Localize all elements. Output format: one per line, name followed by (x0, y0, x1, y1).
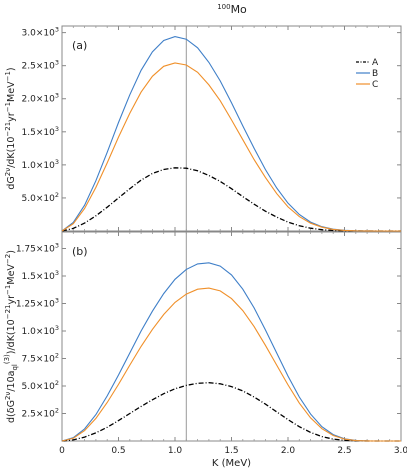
series-line-a (61, 382, 401, 442)
series-line-b (61, 262, 401, 442)
legend-label-c: C (372, 80, 378, 90)
y-tick-label: 2.5×103 (22, 59, 59, 72)
y-tick-label: 1.0×103 (22, 158, 59, 171)
y-tick-label: 2.5×102 (22, 407, 59, 420)
y-axis-label-b: d(δG2ν/10aql(3))/dK(10−21yr−1MeV−2) (3, 250, 19, 423)
figure-title: 100Mo (217, 3, 247, 16)
plot-frame (61, 231, 402, 442)
y-tick-label: 1.0×103 (22, 324, 59, 337)
legend-label-b: B (372, 69, 378, 79)
legend: ABC (356, 58, 379, 90)
x-tick-label: 3.0 (394, 446, 407, 456)
x-tick-label: 0.5 (111, 446, 125, 456)
legend-label-a: A (372, 58, 379, 68)
x-tick-label: 1.5 (224, 446, 238, 456)
x-tick-label: 2.0 (281, 446, 296, 456)
y-tick-label: 1.5×103 (22, 269, 59, 282)
panel-label: (a) (72, 39, 87, 52)
x-tick-label: 1.0 (168, 446, 183, 456)
panel-b: 2.5×102 5.0×102 7.5×102 1.0×103 1.25×103 1.5×… (16, 231, 402, 442)
series-line-c (61, 287, 401, 442)
y-tick-label: 5.0×102 (22, 191, 59, 204)
y-tick-label: 1.75×103 (16, 242, 59, 255)
plot-frame (61, 25, 402, 232)
x-axis-label: K (MeV) (212, 458, 251, 469)
x-tick-label: 0 (59, 446, 65, 456)
y-axis-label-a: dG2ν/dK(10−21yr−1MeV−1) (4, 67, 17, 189)
y-tick-label: 1.5×103 (22, 125, 59, 138)
series-line-b (61, 36, 401, 232)
y-tick-label: 2.0×103 (22, 92, 59, 105)
y-tick-label: 3.0×103 (22, 26, 59, 39)
panel-a: 5.0×102 1.0×103 1.5×103 2.0×103 2.5×103 3.0×1… (22, 25, 402, 232)
series-line-a (61, 167, 401, 232)
y-tick-label: 5.0×102 (22, 379, 59, 392)
panel-label: (b) (72, 245, 88, 258)
x-tick-label: 2.5 (337, 446, 351, 456)
y-tick-label: 1.25×103 (16, 297, 59, 310)
series-line-c (61, 62, 401, 232)
y-tick-label: 7.5×102 (22, 352, 59, 365)
